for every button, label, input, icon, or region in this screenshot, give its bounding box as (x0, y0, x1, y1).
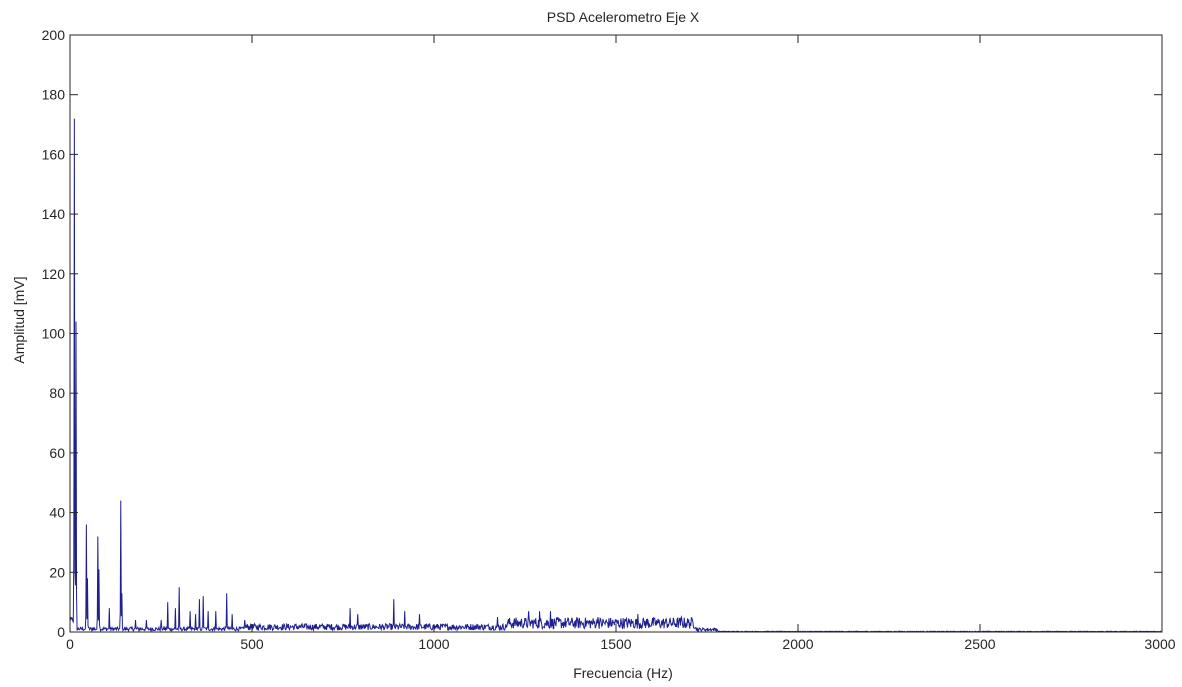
y-tick-label: 180 (42, 87, 66, 103)
y-tick-label: 120 (42, 266, 66, 282)
y-tick-label: 140 (42, 206, 66, 222)
plot-background (70, 35, 1162, 632)
y-tick-label: 100 (42, 326, 66, 342)
x-tick-label: 1500 (600, 636, 631, 652)
y-tick-label: 40 (49, 505, 65, 521)
y-axis-label: Amplitud [mV] (11, 276, 27, 363)
y-tick-label: 0 (57, 624, 65, 640)
y-tick-label: 80 (49, 385, 65, 401)
y-tick-label: 60 (49, 445, 65, 461)
x-tick-label: 1000 (418, 636, 449, 652)
y-tick-label: 160 (42, 146, 66, 162)
x-axis: 0 500 1000 1500 2000 2500 3000 (66, 35, 1176, 652)
x-axis-label: Frecuencia (Hz) (573, 665, 673, 681)
x-tick-label: 3000 (1144, 636, 1175, 652)
plot-area (69, 34, 1163, 633)
x-tick-label: 500 (240, 636, 264, 652)
y-tick-label: 200 (42, 27, 66, 43)
x-tick-label: 2000 (782, 636, 813, 652)
x-tick-label: 2500 (964, 636, 995, 652)
y-tick-label: 20 (49, 564, 65, 580)
chart-title: PSD Acelerometro Eje X (547, 9, 700, 25)
x-tick-label: 0 (66, 636, 74, 652)
y-axis: 0 20 40 60 80 100 120 140 160 180 200 (42, 27, 1162, 640)
